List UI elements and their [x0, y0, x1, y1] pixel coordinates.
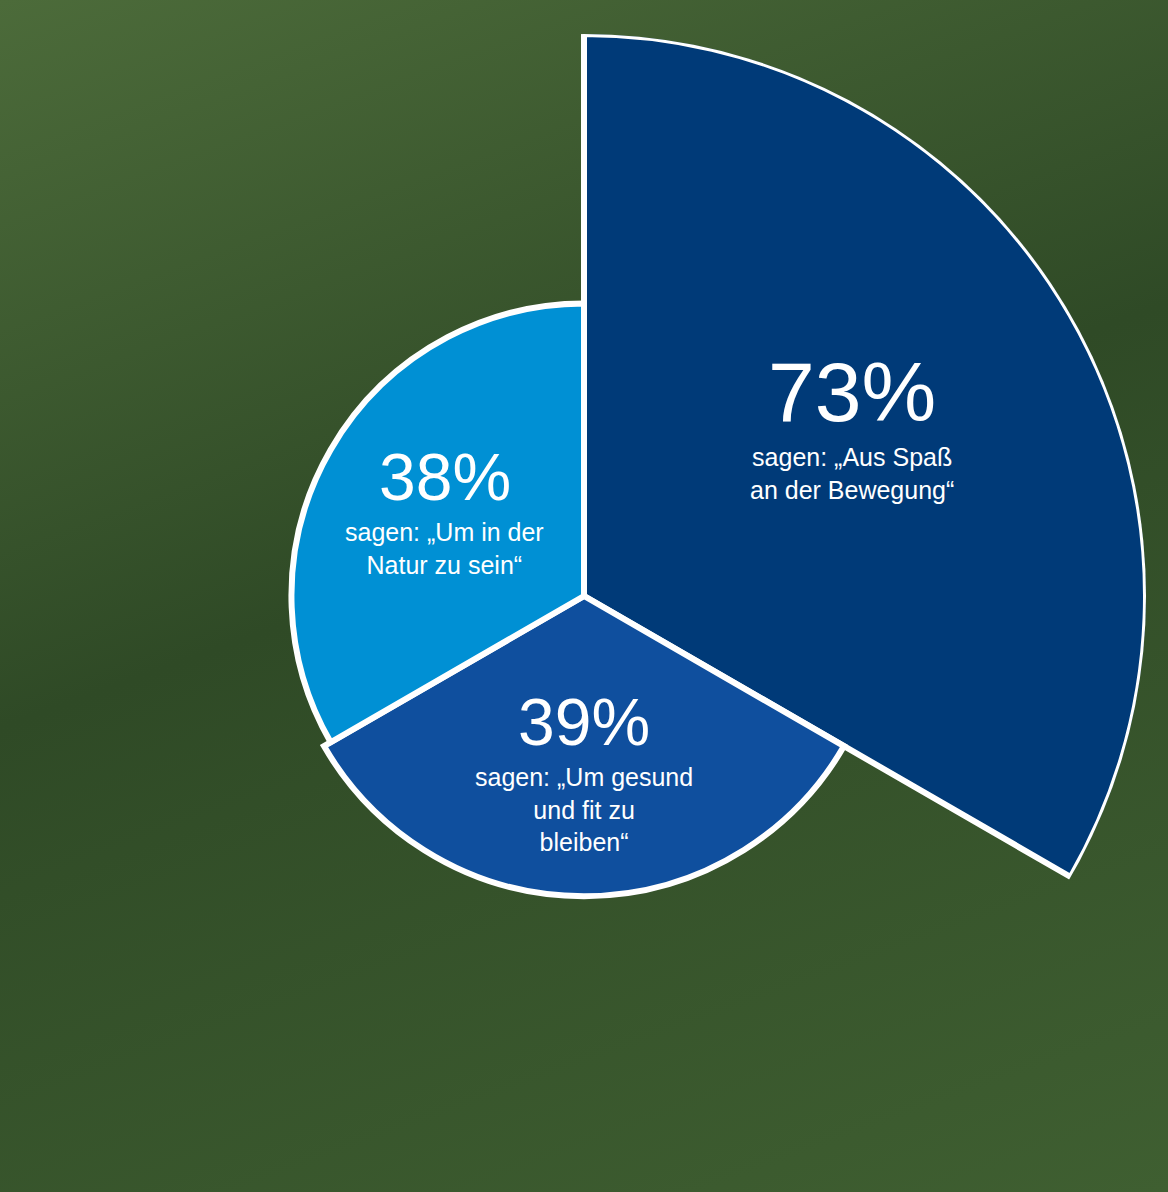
svg-text:sagen: „Um gesundund fit zuble: sagen: „Um gesundund fit zubleiben“	[475, 763, 693, 856]
svg-text:38%: 38%	[379, 440, 511, 514]
svg-text:39%: 39%	[518, 685, 650, 759]
svg-text:sagen: „Aus Spaßan der Bewegun: sagen: „Aus Spaßan der Bewegung“	[750, 443, 954, 504]
svg-text:73%: 73%	[768, 345, 936, 439]
svg-text:sagen: „Um in derNatur zu sein: sagen: „Um in derNatur zu sein“	[345, 518, 544, 579]
